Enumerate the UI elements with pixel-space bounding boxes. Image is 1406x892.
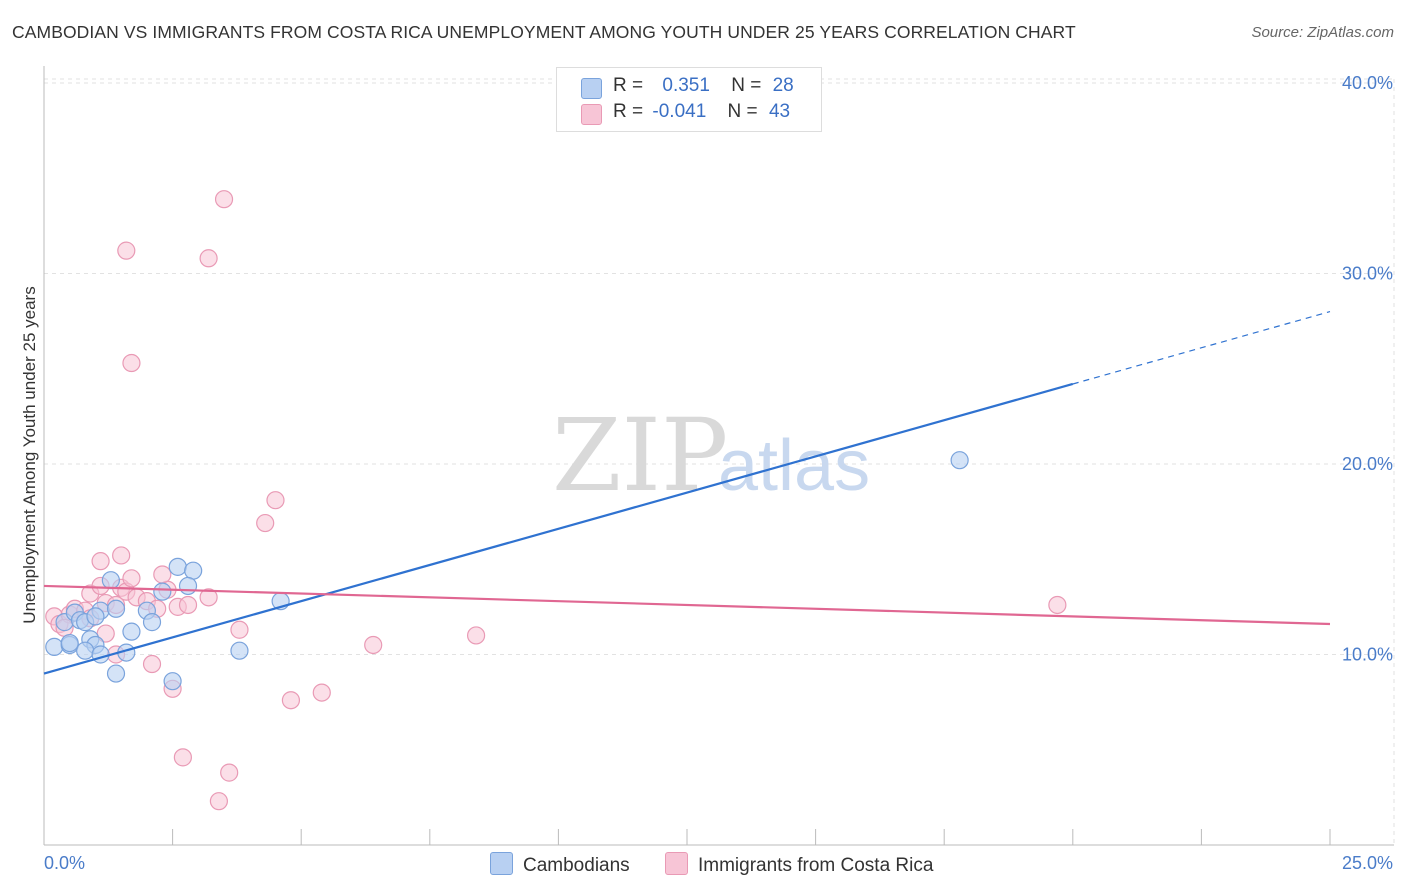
legend-swatch-blue xyxy=(581,78,602,99)
costa-rica-point xyxy=(112,546,131,565)
cambodian-point xyxy=(230,641,249,660)
y-tick-label: 10.0% xyxy=(1342,645,1393,665)
cambodian-point xyxy=(45,637,64,656)
costa-rica-point xyxy=(209,792,228,811)
tick-labels: 10.0% 20.0% 30.0% 40.0% 0.0% 25.0% xyxy=(44,73,1393,873)
legend-r-label: R = xyxy=(613,101,644,122)
cambodian-point xyxy=(122,622,141,641)
cambodians-trend-line xyxy=(43,382,1074,675)
cambodian-point xyxy=(86,607,105,626)
cambodian-point xyxy=(153,582,172,601)
costa-rica-point xyxy=(173,748,192,767)
costa-rica-point xyxy=(256,513,275,533)
legend-r-value: 0.351 xyxy=(662,75,710,96)
costa-rica-point xyxy=(466,626,486,645)
cambodian-point xyxy=(106,664,126,683)
chart-title: CAMBODIAN VS IMMIGRANTS FROM COSTA RICA … xyxy=(12,22,1076,42)
cambodian-point xyxy=(950,451,969,470)
correlation-legend: R = 0.351 N = 28 R = -0.041 N = 43 xyxy=(556,67,822,132)
cambodian-point xyxy=(91,645,110,664)
costa-rica-point xyxy=(266,491,285,510)
legend-swatch-pink xyxy=(581,104,602,125)
y-axis-label: Unemployment Among Youth under 25 years xyxy=(20,286,39,623)
cambodian-point xyxy=(106,599,126,618)
costa-rica-point xyxy=(122,569,141,588)
legend-n-label: N = xyxy=(727,101,758,122)
y-tick-label: 30.0% xyxy=(1342,264,1393,284)
costa-rica-point xyxy=(220,763,239,782)
cambodian-point xyxy=(178,576,198,596)
y-tick-label: 20.0% xyxy=(1342,454,1393,474)
costa-rica-point xyxy=(281,691,301,710)
legend-n-value: 28 xyxy=(772,75,794,96)
bottom-legend-label: Cambodians xyxy=(523,855,630,876)
costa-rica-point xyxy=(199,588,218,607)
costa-rica-point xyxy=(312,683,331,702)
costa-rica-point xyxy=(117,241,136,260)
series-cambodians-points xyxy=(45,451,969,691)
costa-rica-point xyxy=(153,565,172,584)
cambodian-point xyxy=(184,561,203,580)
legend-r-label: R = xyxy=(613,75,644,96)
bottom-legend-swatch-blue xyxy=(490,852,513,875)
costa-rica-point xyxy=(214,190,234,209)
bottom-legend-label: Immigrants from Costa Rica xyxy=(698,855,934,876)
costa-rica-point xyxy=(142,654,162,674)
costa-rica-point xyxy=(199,249,218,268)
costa-rica-point xyxy=(230,620,249,639)
watermark-atlas: atlas xyxy=(718,426,870,506)
legend-r-value: -0.041 xyxy=(652,101,707,122)
cambodian-point xyxy=(168,557,187,576)
y-tick-label: 40.0% xyxy=(1342,73,1393,93)
watermark: ZIP atlas xyxy=(552,397,870,514)
costa-rica-point xyxy=(364,635,383,655)
costa-rica-point xyxy=(122,353,141,373)
costa-rica-point xyxy=(1048,595,1067,615)
costa-rica-point xyxy=(91,552,110,571)
x-tick-label: 25.0% xyxy=(1342,853,1393,873)
watermark-zip: ZIP xyxy=(552,397,728,514)
cambodian-point xyxy=(101,571,120,590)
bottom-legend-cambodians: Cambodians xyxy=(490,852,630,877)
source-label: Source: ZipAtlas.com xyxy=(1251,24,1394,41)
cambodians-trend-extension xyxy=(1072,311,1331,385)
trend-lines xyxy=(43,311,1331,675)
costa-rica-point xyxy=(178,595,198,615)
costa-rica-trend-line xyxy=(43,584,1331,626)
x-tick-label: 0.0% xyxy=(44,853,85,873)
legend-n-value: 43 xyxy=(768,101,791,122)
axes xyxy=(43,66,1394,846)
cambodian-point xyxy=(76,641,95,660)
cambodian-point xyxy=(142,613,162,632)
cambodian-point xyxy=(163,672,182,691)
cambodian-point xyxy=(60,633,79,653)
bottom-legend-swatch-pink xyxy=(665,852,688,875)
legend-n-label: N = xyxy=(731,75,762,96)
bottom-legend-costa-rica: Immigrants from Costa Rica xyxy=(665,852,933,877)
